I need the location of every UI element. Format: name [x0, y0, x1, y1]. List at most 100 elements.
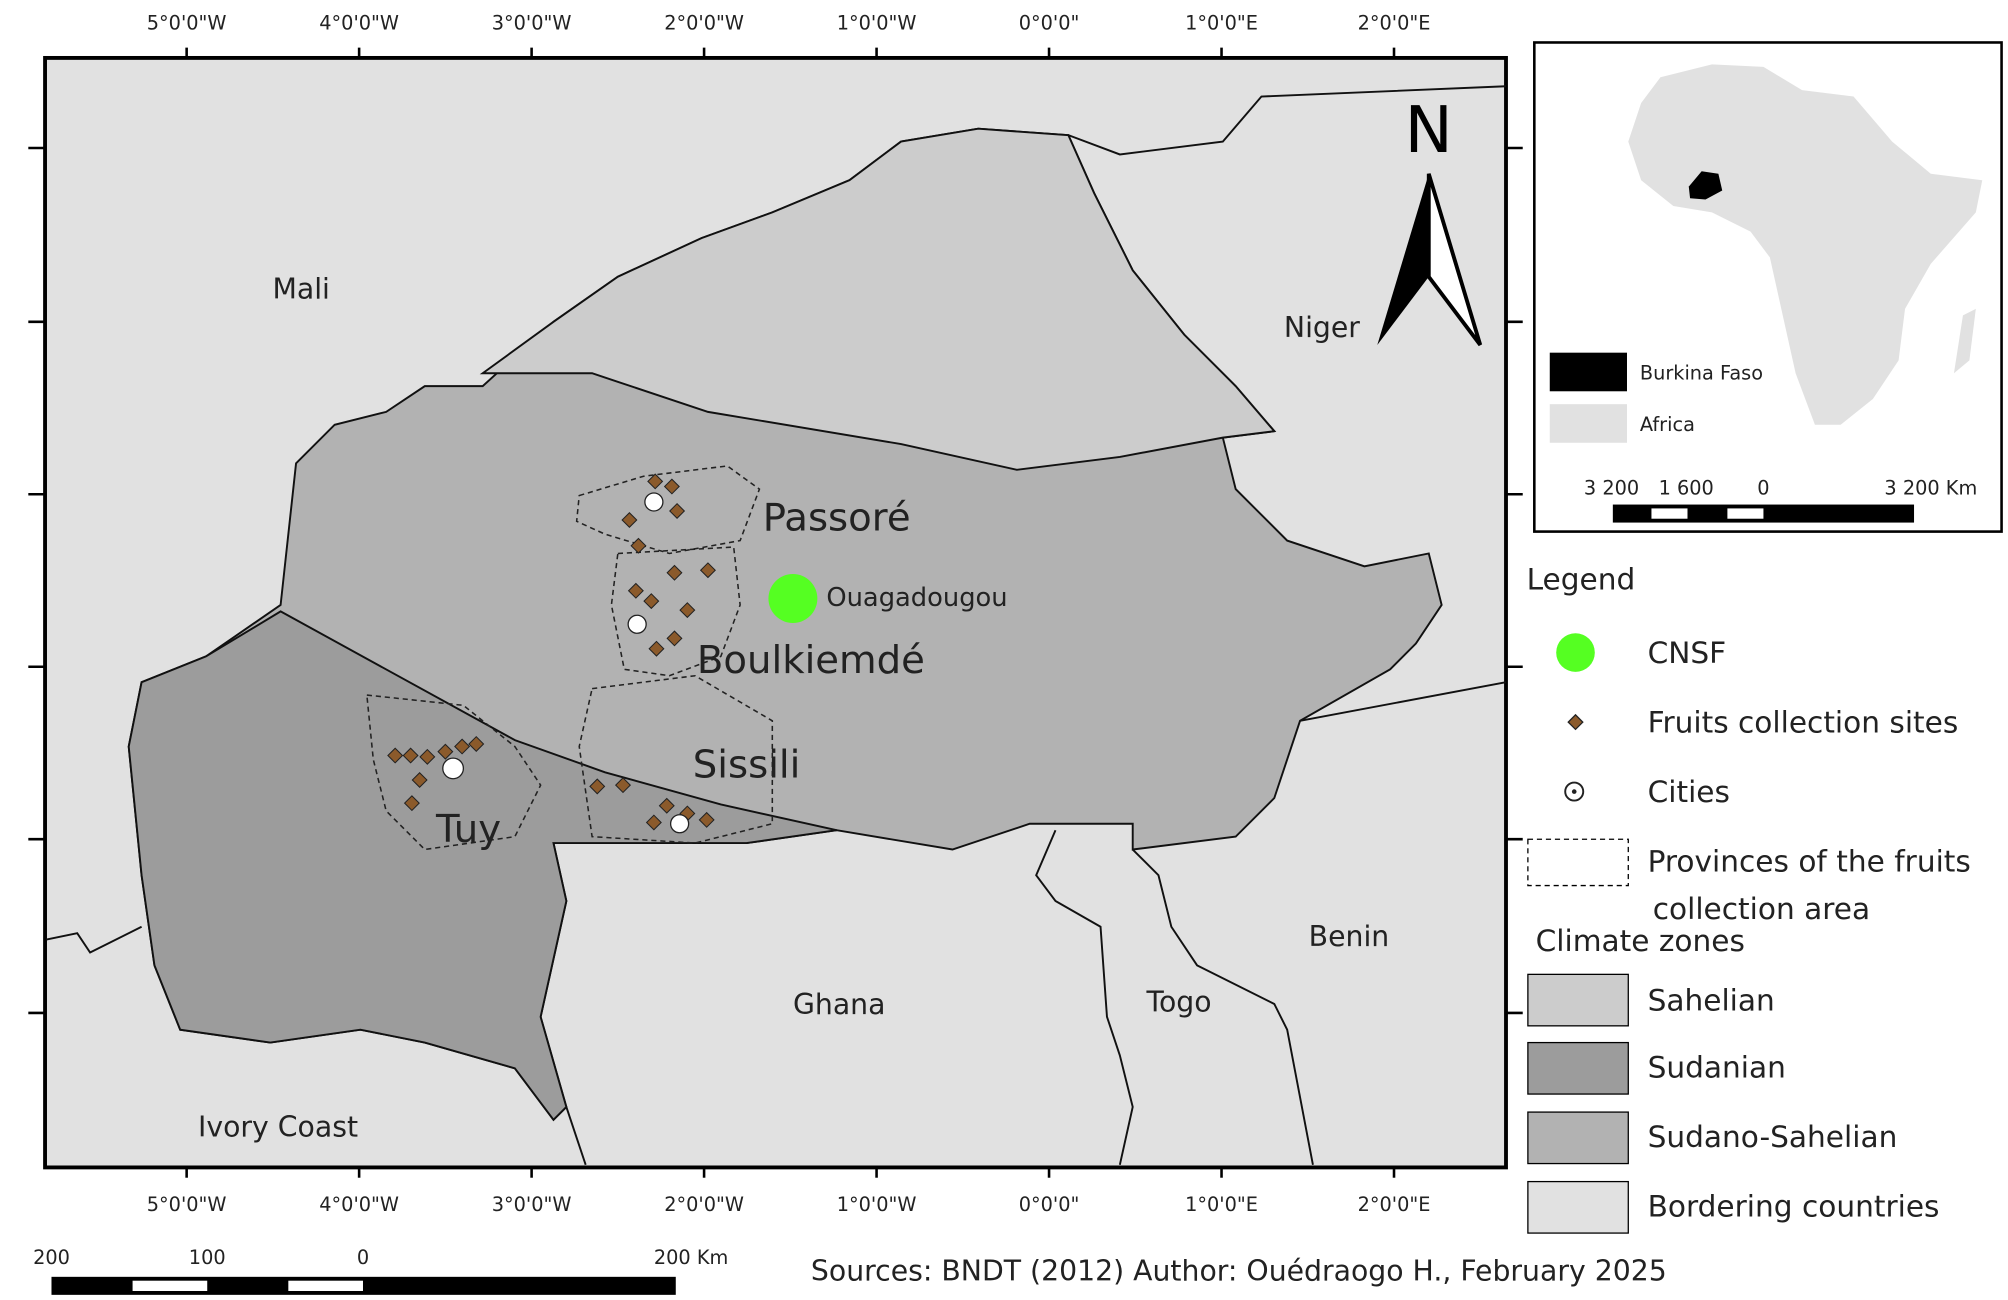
- longitude-label: 1°0'0"W: [837, 12, 917, 35]
- province-label: Tuy: [435, 807, 501, 852]
- burkina-faso: [1688, 171, 1723, 200]
- longitude-label: 5°0'0"W: [147, 1193, 227, 1216]
- longitude-label: 4°0'0"W: [319, 1193, 399, 1216]
- scale-segment: [51, 1276, 676, 1295]
- site: [419, 748, 436, 765]
- site: [669, 502, 686, 519]
- site: [402, 747, 419, 764]
- site: [698, 811, 715, 828]
- border: [565, 1106, 587, 1166]
- country-label: Ivory Coast: [198, 1111, 358, 1144]
- legend-label: Provinces of the fruits: [1648, 844, 1971, 878]
- longitude-label: 4°0'0"W: [319, 12, 399, 35]
- climate-label: Sudano-Sahelian: [1648, 1120, 1898, 1154]
- site: [387, 747, 404, 764]
- city: [644, 492, 664, 512]
- inset-scale-segment: [1727, 508, 1764, 519]
- inset-map: Burkina Faso Africa 3 200 1 600 0 3 200 …: [1533, 41, 2003, 533]
- inset-swatch: [1549, 404, 1627, 443]
- inset-swatch: [1549, 352, 1627, 392]
- legend-city-dot: [1571, 789, 1577, 794]
- country-label: Togo: [1146, 986, 1212, 1019]
- province-label: Sissili: [693, 742, 801, 787]
- climate-label: Bordering countries: [1648, 1189, 1940, 1223]
- city: [669, 814, 690, 834]
- north-label: N: [1405, 93, 1453, 168]
- longitude-label: 0°0'0": [1019, 12, 1080, 35]
- africa: [1628, 64, 1983, 425]
- longitude-label: 2°0'0"W: [664, 1193, 744, 1216]
- longitude-labels: 5°0'0"W 5°0'0"W 4°0'0"W 4°0'0"W 3°0'0"W 3°0'0…: [147, 12, 1431, 1217]
- province-label: Boulkiemdé: [697, 638, 925, 683]
- border: [1068, 85, 1507, 156]
- country-label: Ghana: [793, 988, 885, 1021]
- longitude-label: 1°0'0"E: [1185, 1193, 1258, 1216]
- site: [663, 478, 680, 495]
- legend-province: [1527, 838, 1629, 887]
- border: [46, 925, 143, 954]
- legend-label: Cities: [1648, 775, 1730, 809]
- legend-label: CNSF: [1648, 636, 1727, 670]
- climate-title: Climate zones: [1536, 924, 1745, 958]
- site: [468, 735, 485, 752]
- north-arrow: N: [1377, 93, 1483, 347]
- longitude-label: 1°0'0"E: [1185, 12, 1258, 35]
- legend-label: Fruits collection sites: [1648, 705, 1959, 739]
- site: [627, 582, 644, 599]
- inset-scale-segment: [1651, 508, 1688, 519]
- madagascar: [1953, 308, 1976, 374]
- site: [666, 630, 683, 647]
- city-label: Ouagadougou: [826, 583, 1007, 613]
- inset-scale-label: 3 200 Km: [1884, 476, 1977, 499]
- site: [645, 814, 662, 831]
- scale-label: 200 Km: [654, 1246, 728, 1269]
- site: [679, 602, 696, 619]
- province-label: Passoré: [763, 495, 911, 540]
- inset-legend-label: Africa: [1640, 413, 1695, 436]
- province: [578, 674, 774, 844]
- site: [658, 797, 675, 814]
- site: [614, 777, 632, 794]
- province: [365, 694, 542, 851]
- provinces: [365, 465, 774, 851]
- arrow-left: [1377, 173, 1429, 345]
- province: [575, 465, 761, 555]
- inset-scale-label: 1 600: [1659, 476, 1714, 499]
- country-label: Benin: [1309, 920, 1390, 953]
- scale-segment: [288, 1280, 363, 1291]
- site: [648, 640, 665, 657]
- site: [643, 593, 660, 610]
- inset-legend-label: Burkina Faso: [1640, 362, 1763, 385]
- border: [1299, 681, 1507, 722]
- cnsf-marker: [768, 574, 818, 623]
- legend-site: [1567, 713, 1584, 731]
- site: [437, 743, 454, 760]
- inset-scale-label: 0: [1757, 476, 1769, 499]
- site: [647, 473, 664, 490]
- site: [666, 564, 683, 581]
- legend: Legend CNSF Fruits collection sites Citi…: [1527, 563, 1971, 1234]
- site: [403, 795, 420, 812]
- scale-segment: [132, 1280, 208, 1291]
- scale-bar: 200 100 0 200 Km: [33, 1246, 728, 1295]
- footer: Sources: BNDT (2012) Author: Ouédraogo H…: [811, 1255, 1667, 1288]
- inset-scale-label: 3 200: [1584, 476, 1639, 499]
- climate-label: Sahelian: [1648, 983, 1775, 1017]
- city: [442, 757, 465, 780]
- swatch-sudanian: [1527, 1041, 1629, 1095]
- arrow-right: [1426, 173, 1483, 347]
- fruit-sites: [387, 473, 716, 831]
- scale-label: 100: [189, 1246, 226, 1269]
- border: [1035, 829, 1134, 1166]
- legend-cnsf: [1556, 633, 1595, 672]
- site: [630, 537, 647, 554]
- site: [621, 511, 638, 529]
- legend-label: collection area: [1653, 892, 1870, 926]
- site: [589, 778, 606, 795]
- main-map: Mali Niger Ghana Togo Benin Ivory Coast …: [43, 55, 1508, 1170]
- swatch-sahelian: [1527, 973, 1629, 1027]
- longitude-label: 2°0'0"E: [1358, 12, 1431, 35]
- longitude-label: 5°0'0"W: [147, 12, 227, 35]
- province: [610, 546, 741, 677]
